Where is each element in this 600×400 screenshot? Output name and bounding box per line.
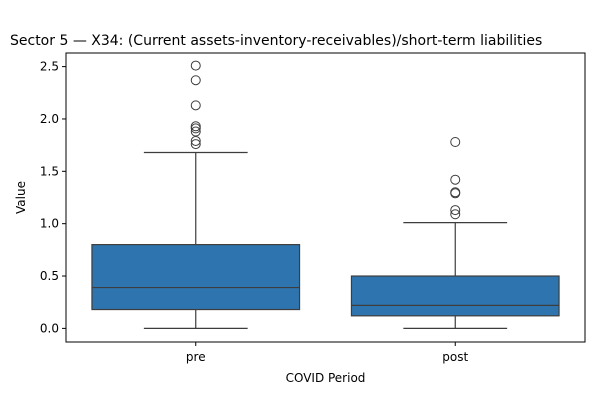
plot-area: 0.0 0.5 1.0 1.5 2.0 2.5 pre post: [40, 60, 560, 364]
plot-frame: [65, 52, 586, 343]
outlier-point-pre: [190, 100, 201, 111]
outlier-point-post: [450, 209, 461, 220]
y-tick-label: 2.0: [40, 112, 59, 126]
y-tick-label: 0.5: [40, 269, 59, 283]
y-tick-label: 0.0: [40, 321, 59, 335]
x-tick-label-post: post: [442, 350, 468, 364]
outlier-point-pre: [190, 121, 201, 132]
y-tick-label: 1.0: [40, 217, 59, 231]
outlier-point-post: [450, 205, 461, 216]
outlier-point-post: [450, 137, 461, 148]
chart-title: Sector 5 — X34: (Current assets-inventor…: [10, 33, 542, 49]
y-axis-label: Value: [14, 181, 28, 214]
y-tick-label: 1.5: [40, 164, 59, 178]
outlier-point-pre: [190, 60, 201, 71]
y-tick-label: 2.5: [40, 60, 59, 74]
box-post: [350, 275, 560, 317]
outlier-point-pre: [190, 139, 201, 150]
x-tick-label-pre: pre: [186, 350, 206, 364]
box-pre: [91, 244, 301, 311]
outlier-point-pre: [190, 75, 201, 86]
outlier-point-pre: [190, 126, 201, 137]
outlier-point-post: [450, 187, 461, 198]
x-axis-label: COVID Period: [286, 371, 366, 385]
outlier-point-post: [450, 174, 461, 185]
